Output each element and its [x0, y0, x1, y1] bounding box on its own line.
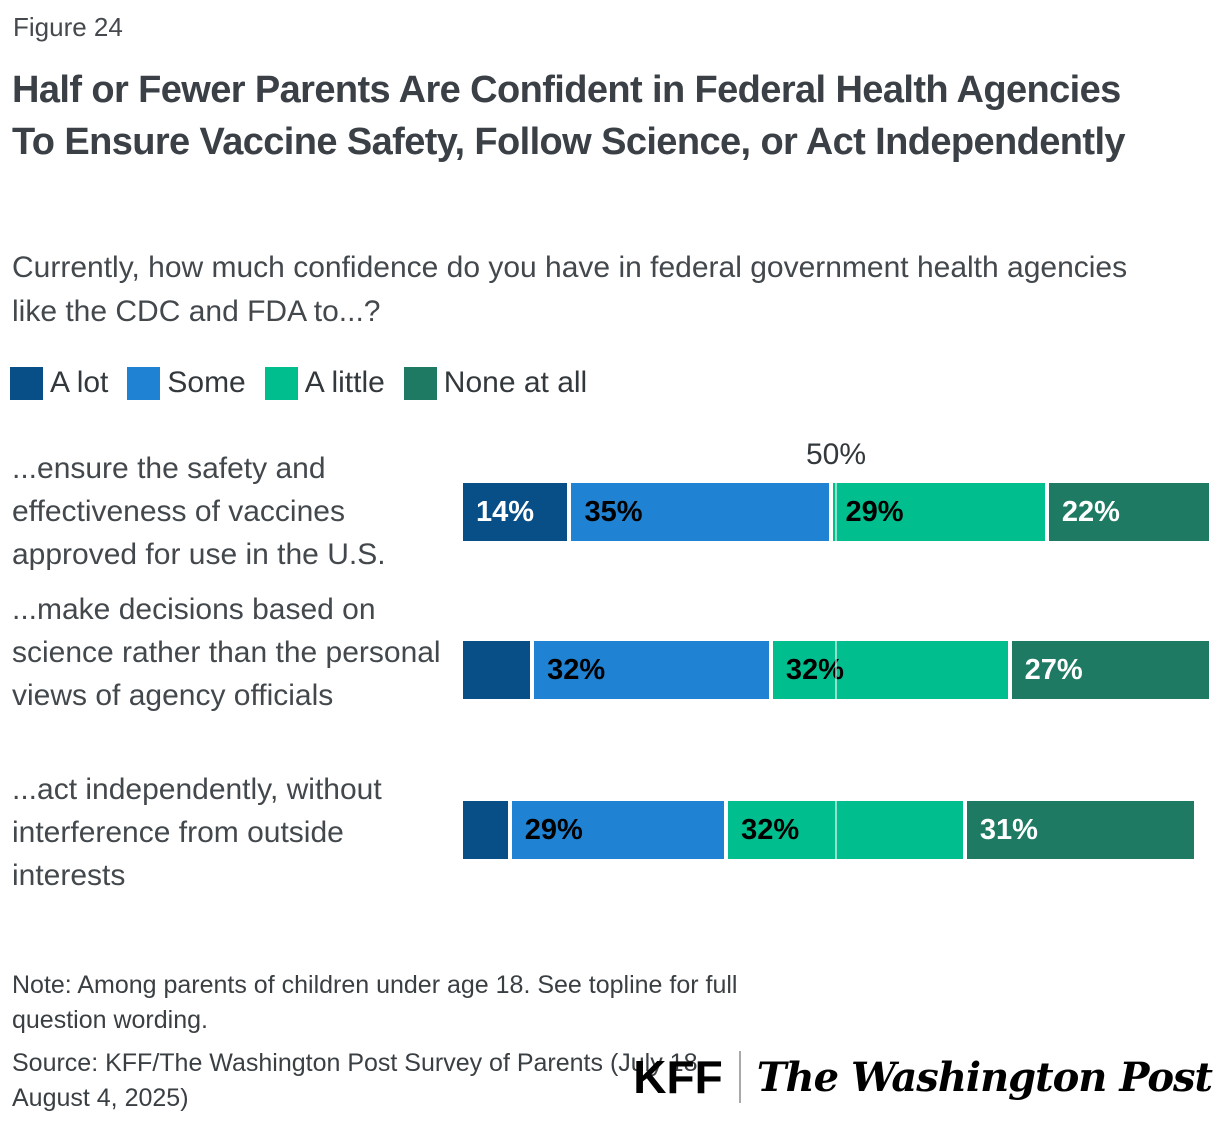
legend-item: None at all	[403, 366, 588, 400]
bar-segment-value: 22%	[1061, 495, 1120, 528]
legend-swatch-icon	[403, 366, 437, 400]
legend-swatch-icon	[264, 366, 298, 400]
bar-segment-value: 35%	[584, 495, 643, 528]
bar-segment: 32%	[768, 641, 1008, 699]
bar-segment: 35%	[567, 483, 829, 541]
midpoint-gridline	[835, 483, 837, 859]
bar-segment: 29%	[507, 801, 725, 859]
category-label: ...ensure the safety and effectiveness o…	[12, 452, 386, 571]
bar-segment-value: 32%	[741, 813, 800, 846]
bar-row: 14% 35% 29% 22%	[463, 483, 1209, 541]
legend-swatch-icon	[10, 366, 43, 400]
legend-label: None at all	[443, 366, 588, 399]
note-text: Note: Among parents of children under ag…	[12, 971, 738, 1034]
logos: KFF The Washington Post	[633, 1050, 1213, 1104]
bar-segment-value: 29%	[524, 813, 583, 846]
legend-item: A little	[264, 366, 385, 400]
bar-segment: 32%	[530, 641, 769, 699]
chart-subtitle: Currently, how much confidence do you ha…	[12, 251, 1128, 328]
bar-segment-value: 31%	[979, 813, 1038, 846]
bar-segment: 29%	[828, 483, 1045, 541]
legend-swatch-icon	[127, 366, 161, 400]
category-label: ...act independently, without interferen…	[12, 773, 382, 892]
bar-segment: 22%	[1044, 483, 1209, 541]
bar-segment	[463, 641, 531, 699]
bar-segment: 27%	[1007, 641, 1209, 699]
bar-segment: 32%	[724, 801, 963, 859]
bar-segment-value: 27%	[1024, 653, 1083, 686]
axis-midpoint-label: 50%	[805, 438, 867, 471]
figure-number: Figure 24	[13, 12, 123, 42]
bar-segment	[463, 801, 508, 859]
kff-logo: KFF	[633, 1051, 723, 1103]
bar-segment-value: 14%	[476, 495, 535, 528]
category-label: ...make decisions based on science rathe…	[12, 593, 441, 712]
bar-segment-value: 32%	[547, 653, 606, 686]
legend: A lot Some A little None at all	[10, 366, 587, 400]
legend-label: Some	[167, 366, 246, 399]
bar-segment-value: 29%	[845, 495, 904, 528]
legend-label: A lot	[50, 366, 109, 399]
bar-segment-value: 32%	[785, 653, 844, 686]
logo-divider	[738, 1051, 741, 1103]
legend-item: A lot	[10, 366, 108, 400]
bar-segment: 31%	[962, 801, 1195, 859]
washington-post-logo: The Washington Post	[756, 1053, 1213, 1101]
legend-label: A little	[304, 366, 385, 399]
legend-item: Some	[127, 366, 246, 400]
bar-row: 29% 32% 31%	[463, 801, 1209, 859]
source-text: Source: KFF/The Washington Post Survey o…	[12, 1049, 706, 1112]
bar-row: 32% 32% 27%	[463, 641, 1209, 699]
chart-title: Half or Fewer Parents Are Confident in F…	[12, 69, 1126, 163]
bar-segment: 14%	[463, 483, 568, 541]
